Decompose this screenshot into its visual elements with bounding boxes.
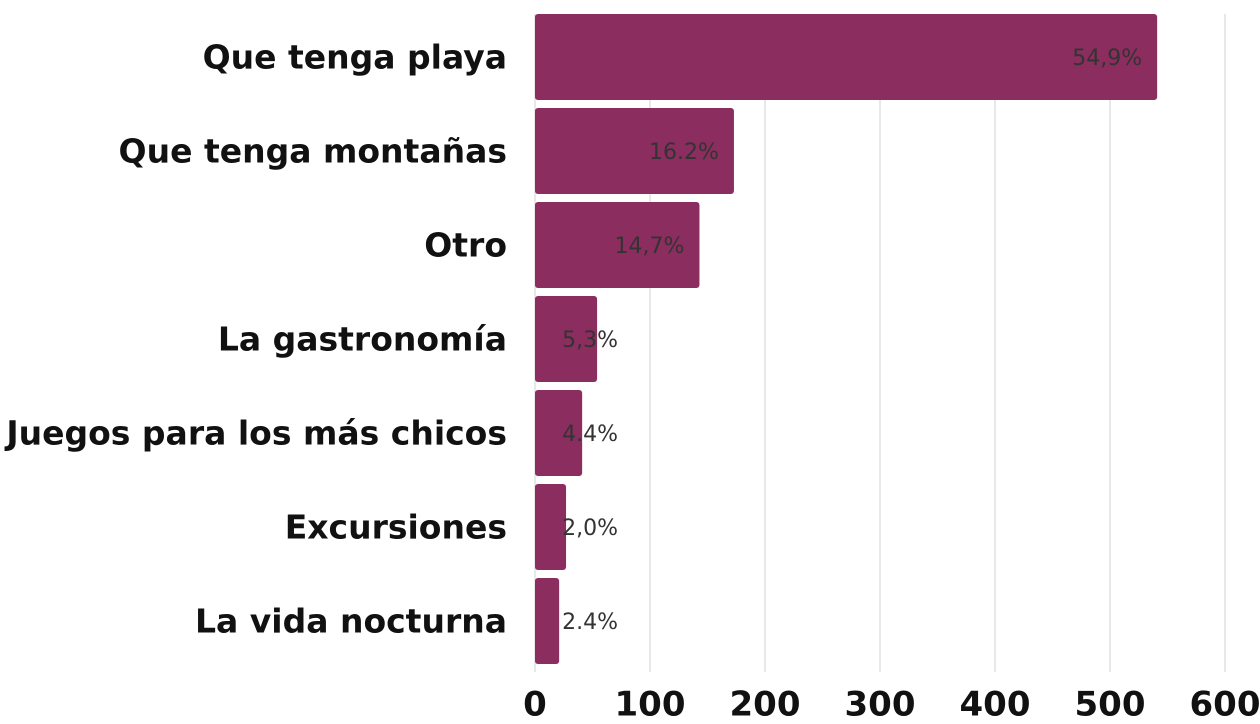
category-label: Que tenga playa bbox=[203, 38, 507, 77]
category-label: Excursiones bbox=[285, 508, 507, 547]
value-label: 2.4% bbox=[562, 610, 618, 635]
bar bbox=[535, 296, 598, 383]
bar bbox=[535, 14, 1158, 101]
value-label: 16.2% bbox=[649, 140, 719, 165]
bar bbox=[535, 108, 734, 195]
category-label: Otro bbox=[424, 226, 507, 265]
category-label: Juegos para los más chicos bbox=[4, 414, 507, 453]
x-tick-label: 600 bbox=[1190, 685, 1260, 724]
value-label: 54,9% bbox=[1072, 46, 1142, 71]
bar bbox=[535, 202, 700, 289]
bar bbox=[535, 390, 583, 477]
value-label: 5,3% bbox=[562, 328, 618, 353]
x-tick-label: 200 bbox=[730, 685, 801, 724]
x-tick-label: 0 bbox=[523, 685, 547, 724]
x-tick-label: 300 bbox=[845, 685, 916, 724]
x-tick-label: 400 bbox=[960, 685, 1031, 724]
x-tick-label: 500 bbox=[1075, 685, 1146, 724]
category-label: La gastronomía bbox=[218, 320, 507, 359]
x-tick-label: 100 bbox=[615, 685, 686, 724]
bar bbox=[535, 484, 567, 571]
bar bbox=[535, 578, 560, 665]
value-label: 14,7% bbox=[615, 234, 685, 259]
category-label: Que tenga montañas bbox=[119, 132, 507, 171]
value-label: 4.4% bbox=[562, 422, 618, 447]
category-label: La vida nocturna bbox=[195, 602, 507, 641]
value-label: 2,0% bbox=[562, 516, 618, 541]
